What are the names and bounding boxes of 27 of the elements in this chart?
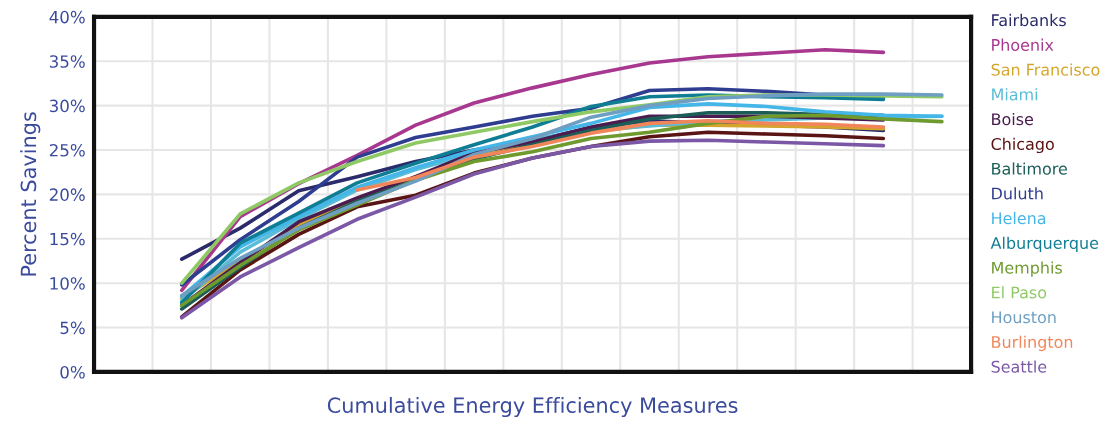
text: Phoenix bbox=[992, 38, 1054, 51]
line-series bbox=[355, 118, 886, 192]
text: Miami bbox=[992, 88, 1038, 101]
y-tick-label: 5% bbox=[60, 321, 85, 335]
text: El Paso bbox=[992, 286, 1047, 299]
text: Alburquerque bbox=[990, 236, 1099, 253]
text: Houston bbox=[992, 311, 1056, 324]
text: Fairbanks bbox=[992, 13, 1066, 27]
y-axis-title: Percent Savings bbox=[20, 112, 41, 276]
text: Boise bbox=[992, 112, 1034, 126]
y-tick-label: 35% bbox=[49, 55, 85, 68]
y-tick-label: 40% bbox=[49, 10, 85, 24]
y-tick-label: 10% bbox=[50, 277, 85, 290]
text: Seattle bbox=[991, 360, 1047, 373]
text: Helena bbox=[992, 211, 1046, 225]
text: Burlington bbox=[992, 335, 1073, 352]
y-tick-label: 15% bbox=[50, 232, 85, 246]
text: Baltimore bbox=[992, 162, 1067, 175]
y-tick-label: 25% bbox=[49, 143, 85, 157]
text: Duluth bbox=[992, 187, 1043, 200]
text: Chicago bbox=[991, 137, 1054, 154]
x-axis-title: Cumulative Energy Efficiency Measures bbox=[327, 396, 738, 418]
text: Memphis bbox=[992, 261, 1062, 277]
text: San Francisco bbox=[991, 63, 1100, 76]
y-tick-label: 0% bbox=[60, 365, 85, 379]
y-tick-label: 30% bbox=[49, 99, 85, 113]
y-tick-label: 20% bbox=[49, 188, 85, 201]
